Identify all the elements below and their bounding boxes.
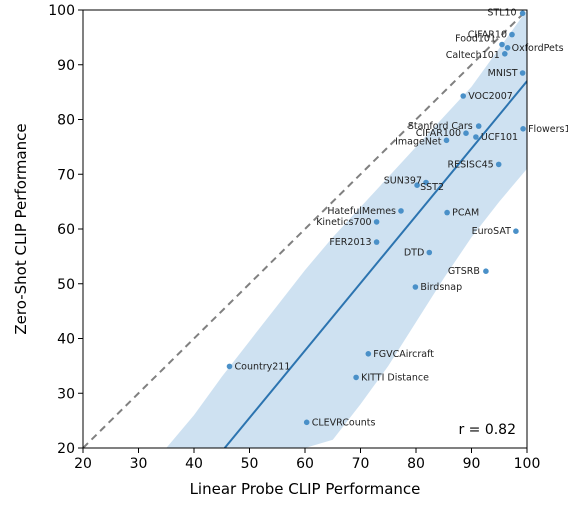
point-flowers102 (520, 126, 526, 132)
y-tick-label: 80 (57, 113, 75, 129)
point-hatefulmemes (398, 208, 404, 214)
point-label-sun397: SUN397 (384, 176, 422, 187)
point-food101 (499, 41, 505, 48)
y-tick-label: 70 (57, 167, 75, 183)
identity-line (83, 10, 527, 448)
identity-dashed-line (83, 10, 527, 448)
point-label-birdsnap: Birdsnap (420, 282, 462, 293)
x-tick-label: 70 (352, 456, 370, 472)
point-mnist (519, 70, 526, 76)
x-axis-ticks: 20 30 40 50 60 70 80 90 100 (74, 448, 540, 472)
y-tick-label: 60 (57, 222, 75, 238)
point-label-food101: Food101 (455, 34, 496, 45)
regression-line (223, 80, 527, 448)
point-birdsnap (412, 284, 419, 290)
point-sst2 (414, 182, 420, 188)
point-label-gtsrb: GTSRB (448, 266, 480, 277)
point-label-fgvcaircraft: FGVCAircraft (373, 349, 434, 360)
y-tick-label: 30 (57, 386, 75, 402)
point-stanford-cars (475, 123, 482, 129)
y-tick-label: 40 (57, 332, 75, 348)
point-label-kitti-distance: KITTI Distance (361, 372, 429, 383)
point-label-voc2007: VOC2007 (468, 91, 513, 102)
point-label-cifar10: CIFAR10 (468, 30, 507, 41)
point-label-clevrcounts: CLEVRCounts (312, 417, 376, 428)
point-kitti-distance (353, 374, 359, 381)
point-resisc45 (495, 161, 502, 168)
point-label-sst2: SST2 (420, 182, 444, 193)
point-imagenet (443, 137, 450, 144)
correlation-annotation: r = 0.82 (458, 422, 516, 438)
point-label-fer2013: FER2013 (329, 237, 371, 248)
point-label-ucf101: UCF101 (481, 132, 518, 143)
regression-fit-line (223, 80, 527, 448)
point-dtd (426, 249, 433, 256)
point-sun397 (423, 179, 429, 186)
point-label-stl10: STL10 (487, 7, 516, 18)
point-label-cifar100: CIFAR100 (416, 128, 461, 139)
point-ucf101 (473, 134, 479, 140)
y-axis-title: Zero-Shot CLIP Performance (12, 123, 30, 334)
point-caltech101 (502, 51, 508, 57)
point-label-eurosat: EuroSAT (472, 226, 512, 237)
point-cifar10 (509, 31, 515, 38)
confidence-band-area (166, 10, 527, 448)
y-tick-label: 100 (48, 3, 75, 19)
x-tick-label: 80 (407, 456, 425, 472)
point-label-mnist: MNIST (488, 68, 518, 79)
point-oxfordpets (504, 45, 511, 51)
point-eurosat (513, 228, 519, 234)
x-tick-label: 20 (74, 456, 92, 472)
y-tick-label: 20 (57, 441, 75, 457)
x-tick-label: 60 (296, 456, 314, 472)
x-tick-label: 40 (185, 456, 203, 472)
confidence-band (166, 10, 527, 448)
point-label-country211: Country211 (235, 361, 291, 372)
point-fer2013 (373, 239, 380, 245)
x-tick-label: 50 (241, 456, 259, 472)
point-label-caltech101: Caltech101 (446, 50, 500, 61)
point-label-hatefulmemes: HatefulMemes (327, 206, 396, 217)
y-tick-label: 90 (57, 58, 75, 74)
point-label-flowers102: Flowers102 (528, 124, 568, 135)
point-stl10 (519, 10, 526, 17)
y-tick-label: 50 (57, 277, 75, 293)
y-axis-ticks: 20 30 40 50 60 70 80 90 100 (48, 3, 83, 457)
point-label-resisc45: RESISC45 (448, 159, 494, 170)
data-points (226, 10, 526, 426)
point-voc2007 (460, 93, 467, 99)
x-tick-label: 30 (130, 456, 148, 472)
point-label-stanford-cars: Stanford Cars (408, 121, 473, 132)
point-cifar100 (463, 130, 469, 136)
x-tick-label: 90 (463, 456, 481, 472)
point-label-dtd: DTD (404, 248, 424, 259)
point-gtsrb (483, 268, 489, 275)
point-pcam (444, 209, 450, 216)
point-label-kinetics700: Kinetics700 (316, 217, 371, 228)
point-kinetics700 (373, 219, 380, 225)
x-axis-title: Linear Probe CLIP Performance (190, 480, 421, 498)
watermark: 知乎 @鱼子酱 (474, 474, 556, 490)
point-label-pcam: PCAM (452, 208, 479, 219)
point-clevrcounts (303, 419, 310, 426)
point-country211 (226, 363, 233, 370)
point-fgvcaircraft (365, 351, 372, 357)
point-label-imagenet: ImageNet (395, 136, 442, 147)
x-tick-label: 100 (514, 456, 541, 472)
point-label-oxfordpets: OxfordPets (512, 43, 564, 54)
